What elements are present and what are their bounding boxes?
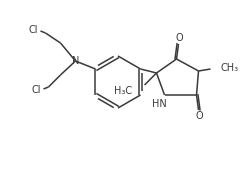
Text: CH₃: CH₃	[220, 63, 239, 73]
Text: Cl: Cl	[32, 85, 41, 95]
Text: O: O	[196, 111, 203, 121]
Text: Cl: Cl	[29, 25, 38, 35]
Text: O: O	[176, 33, 183, 43]
Text: H₃C: H₃C	[114, 86, 133, 96]
Text: HN: HN	[152, 99, 167, 109]
Text: N: N	[72, 56, 79, 66]
